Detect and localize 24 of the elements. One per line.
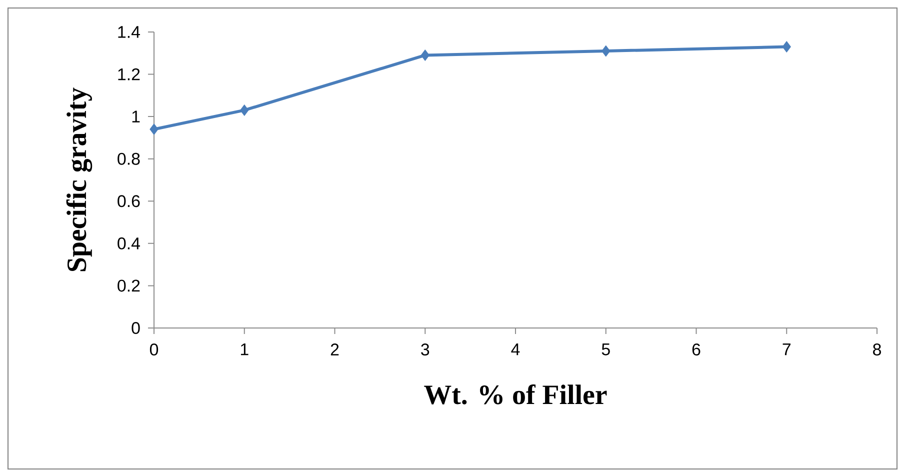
point: [782, 41, 792, 53]
x-tick-label: 7: [782, 344, 790, 356]
x-tick-label: 3: [421, 344, 430, 356]
y-axis-title: Specific gravity: [66, 88, 92, 272]
point: [420, 49, 430, 61]
point: [150, 123, 158, 135]
x-tick-label: 5: [602, 344, 610, 356]
y-tick-label: 0.6: [118, 195, 140, 208]
point: [602, 45, 610, 57]
y-tick-label: 0.2: [118, 280, 140, 292]
x-tick-label: 2: [330, 344, 339, 356]
y-tick-label: 1.2: [118, 68, 140, 80]
x-tick-label: 4: [511, 344, 520, 356]
x-tick-label: 0: [150, 344, 158, 356]
x-axis-title: Wt. % of Filler: [424, 384, 607, 404]
y-tick-label: 0.8: [118, 152, 140, 165]
y-tick-label: 1.4: [118, 26, 140, 38]
y-tick-label: 0: [132, 322, 140, 334]
x-tick-label: 6: [692, 344, 700, 356]
y-tick-label: 0.4: [118, 237, 140, 250]
x-tick-label: 1: [240, 344, 248, 356]
y-tick-label: 1: [132, 110, 140, 122]
x-tick-label: 8: [873, 344, 881, 356]
point: [240, 104, 249, 116]
